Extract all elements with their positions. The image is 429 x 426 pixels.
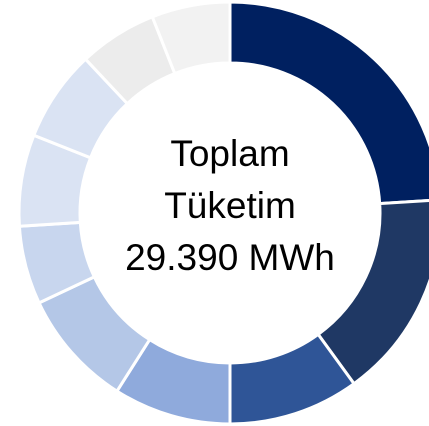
center-value: 29.390 MWh — [125, 237, 335, 278]
donut-segment — [228, 0, 429, 206]
center-label: Tüketim — [164, 185, 296, 226]
donut-segment — [150, 0, 232, 76]
center-label: Toplam — [170, 133, 289, 174]
donut — [17, 0, 429, 426]
